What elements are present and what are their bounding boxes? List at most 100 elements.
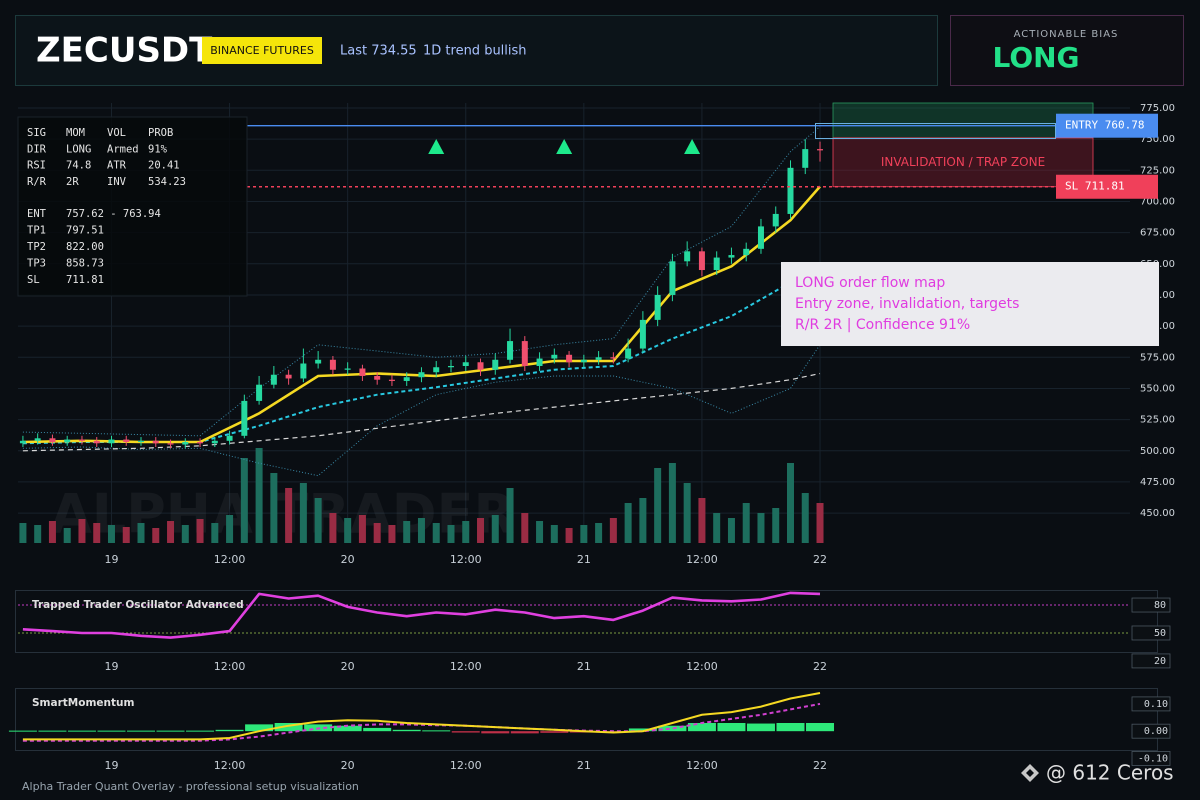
- candle-body: [728, 255, 735, 258]
- momentum-line: [22, 702, 821, 742]
- histogram-bar: [658, 725, 687, 732]
- volume-bar: [78, 519, 86, 543]
- candle-body: [418, 372, 425, 378]
- annotation-line: LONG order flow map: [795, 275, 945, 291]
- candle-body: [300, 363, 307, 379]
- volume-bar: [432, 523, 440, 543]
- volume-bar: [521, 513, 529, 543]
- x-tick-label: 12:00: [214, 759, 246, 772]
- histogram-bar: [186, 730, 215, 732]
- volume-bar: [137, 523, 145, 543]
- volume-bar: [299, 483, 307, 543]
- candle-body: [49, 438, 56, 443]
- info-cell: INV: [107, 176, 127, 188]
- candle-body: [610, 357, 617, 359]
- volume-bar: [358, 515, 366, 543]
- info-cell: VOL: [107, 127, 126, 139]
- volume-bar: [181, 525, 189, 543]
- volume-bar: [491, 515, 499, 543]
- info-cell: 822.00: [66, 241, 104, 253]
- x-tick-label: 12:00: [686, 553, 718, 566]
- info-cell: ATR: [107, 160, 127, 172]
- x-tick-label: 12:00: [214, 660, 246, 673]
- volume-bar: [196, 519, 204, 543]
- volume-bar: [211, 523, 219, 543]
- y-tick-label: 80: [1154, 600, 1166, 611]
- histogram-bar: [38, 730, 67, 732]
- last-price: Last 734.55: [340, 44, 417, 59]
- oscillator-line: [22, 591, 821, 639]
- y-tick-label: 0.00: [1144, 726, 1168, 737]
- y-tick-label: 20: [1154, 656, 1166, 667]
- volume-bar: [565, 528, 573, 543]
- candle-body: [93, 440, 100, 444]
- info-cell: PROB: [148, 127, 173, 139]
- info-cell: Armed: [107, 143, 139, 155]
- volume-bar: [240, 458, 248, 543]
- x-tick-label: 20: [341, 660, 355, 673]
- histogram-bar: [363, 727, 392, 732]
- y-tick-label: 500.00: [1140, 446, 1175, 457]
- y-tick-label: 775.00: [1140, 103, 1175, 114]
- info-cell: 797.51: [66, 225, 104, 237]
- tick-box: [1131, 696, 1171, 712]
- x-tick-label: 19: [104, 553, 118, 566]
- panel-title: Trapped Trader Oscillator Advanced: [32, 599, 244, 611]
- tick-box: [1131, 723, 1171, 739]
- volume-bar: [742, 503, 750, 543]
- candle-body: [359, 368, 366, 376]
- candle-body: [625, 348, 632, 359]
- indicator-line: [22, 126, 821, 437]
- candle-body: [329, 359, 336, 370]
- histogram-bar: [451, 731, 480, 733]
- volume-bar: [786, 463, 794, 543]
- info-cell: R/R: [27, 176, 47, 188]
- candle-body: [315, 359, 322, 364]
- tick-box: [1131, 625, 1171, 641]
- volume-bar: [285, 488, 293, 543]
- info-cell: 858.73: [66, 258, 104, 270]
- volume-bar: [816, 503, 824, 543]
- volume-bar: [506, 488, 514, 543]
- candle-body: [433, 367, 440, 373]
- y-tick-label: 725.00: [1140, 165, 1175, 176]
- info-cell: LONG: [66, 143, 91, 155]
- volume-bar: [609, 518, 617, 543]
- histogram-bar: [687, 723, 716, 732]
- volume-bar: [63, 528, 71, 543]
- x-tick-label: 12:00: [450, 660, 482, 673]
- x-tick-label: 22: [813, 553, 827, 566]
- annotation-line: R/R 2R | Confidence 91%: [795, 317, 970, 333]
- histogram-bar: [746, 723, 775, 732]
- candle-body: [536, 358, 543, 367]
- candle-body: [580, 359, 587, 363]
- candle-body: [595, 357, 602, 360]
- level-tag: [1056, 174, 1158, 199]
- volume-bar: [403, 521, 411, 543]
- candle-body: [34, 438, 41, 441]
- x-tick-label: 21: [577, 553, 591, 566]
- histogram-bar: [717, 723, 746, 732]
- histogram-bar: [127, 730, 156, 732]
- y-tick-label: 525.00: [1140, 415, 1175, 426]
- y-tick-label: 575.00: [1140, 352, 1175, 363]
- candle-body: [138, 440, 145, 443]
- candle-body: [152, 440, 159, 444]
- y-tick-label: 675.00: [1140, 228, 1175, 239]
- info-cell: RSI: [27, 160, 46, 172]
- info-cell: TP1: [27, 225, 46, 237]
- candle-body: [226, 435, 233, 441]
- candle-body: [669, 261, 676, 295]
- x-tick-label: 20: [341, 759, 355, 772]
- candle-body: [447, 366, 454, 368]
- volume-bar: [624, 503, 632, 543]
- volume-bar: [654, 468, 662, 543]
- volume-bar: [388, 525, 396, 543]
- y-tick-label: 450.00: [1140, 508, 1175, 519]
- candle-body: [492, 359, 499, 370]
- candle-body: [108, 439, 115, 444]
- candle-body: [462, 362, 469, 367]
- candle-body: [551, 354, 558, 359]
